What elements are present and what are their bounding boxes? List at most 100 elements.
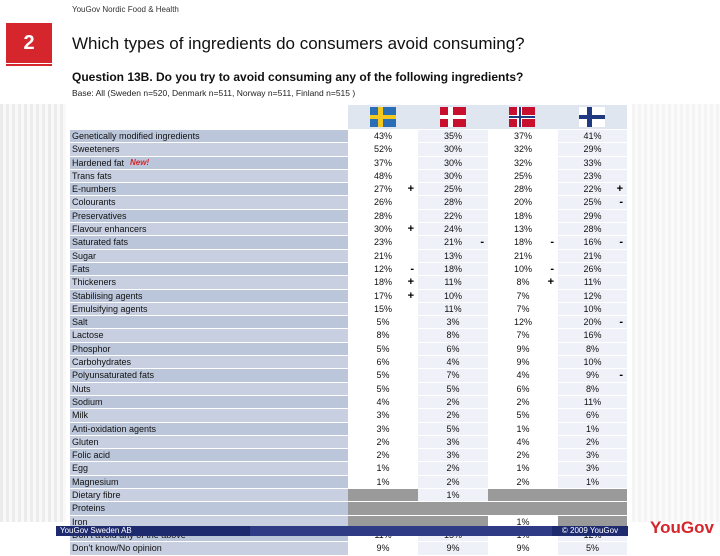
percent-value: 52%: [373, 144, 392, 155]
value-cell: 30%: [418, 156, 488, 170]
value-cell: 1%: [348, 461, 418, 476]
footer-copyright: © 2009 YouGov: [552, 526, 628, 536]
significant-lower-marker: -: [619, 236, 623, 249]
percent-value: 21%: [443, 237, 462, 248]
value-cell: 2%: [418, 395, 488, 410]
value-cell: 5%: [348, 342, 418, 357]
row-label: Colourants: [70, 195, 348, 210]
table-row: Milk 3% 2% 5% 6%: [70, 408, 627, 423]
row-label: Sodium: [70, 395, 348, 410]
percent-value: 4%: [376, 396, 390, 407]
value-cell: 21%: [558, 249, 627, 263]
percent-value: 43%: [373, 131, 392, 141]
value-cell: 30%: [418, 169, 488, 184]
page-title: Which types of ingredients do consumers …: [72, 34, 525, 53]
table-row: Anti-oxidation agents 3% 5% 1% 1%: [70, 422, 627, 436]
slide-number-rule: [6, 64, 52, 66]
row-label: Phosphor: [70, 342, 348, 357]
ingredient-name: Colourants: [72, 197, 116, 208]
value-cell: 28%: [418, 195, 488, 210]
value-cell: 9% -: [558, 368, 627, 383]
value-cell: 22%: [418, 209, 488, 224]
value-cell: 9%: [418, 541, 488, 556]
percent-value: 3%: [446, 436, 460, 447]
percent-value: 3%: [585, 450, 599, 461]
value-cell: 48%: [348, 169, 418, 184]
value-cell: 18% +: [348, 275, 418, 290]
value-cell: 29%: [558, 142, 627, 157]
crowd-illustration-right: [632, 104, 720, 522]
value-cell: 3%: [418, 315, 488, 330]
table-row: Emulsifying agents 15% 11% 7% 10%: [70, 302, 627, 317]
question-text: Question 13B. Do you try to avoid consum…: [72, 70, 524, 84]
percent-value: 18%: [373, 277, 392, 288]
value-cell: 23%: [558, 169, 627, 184]
value-cell: 18%: [488, 209, 558, 224]
ingredient-name: Sweeteners: [72, 144, 120, 155]
percent-value: 16%: [583, 330, 602, 341]
value-cell: 21%: [488, 249, 558, 263]
value-cell: 52%: [348, 142, 418, 157]
row-label: Hardened fat New!: [70, 156, 348, 170]
percent-value: 20%: [583, 317, 602, 328]
row-label: Genetically modified ingredients: [70, 130, 348, 144]
percent-value: 41%: [583, 131, 602, 141]
percent-value: 48%: [373, 170, 392, 181]
value-cell: 2%: [558, 435, 627, 450]
ingredient-name: Don't know/No opinion: [72, 543, 162, 554]
percent-value: 9%: [516, 343, 530, 354]
ingredient-name: E-numbers: [72, 184, 117, 195]
ingredient-name: Phosphor: [72, 343, 111, 354]
percent-value: 5%: [516, 410, 530, 421]
value-cell: 25%: [418, 182, 488, 197]
ingredient-name: Polyunsaturated fats: [72, 370, 155, 381]
ingredient-name: Sugar: [72, 250, 97, 261]
value-cell: 8%: [558, 342, 627, 357]
denmark-flag: [439, 107, 466, 127]
value-cell: 1%: [488, 461, 558, 476]
percent-value: 25%: [583, 197, 602, 208]
percent-value: 5%: [585, 543, 599, 554]
value-cell: 1%: [348, 475, 418, 490]
table-row: Iron 1%: [70, 515, 627, 529]
percent-value: 8%: [516, 277, 530, 288]
crowd-illustration-left: [0, 104, 66, 522]
percent-value: 32%: [513, 144, 532, 155]
value-cell: 15%: [348, 302, 418, 317]
table-row: Flavour enhancers 30% +24% 13% 28%: [70, 222, 627, 237]
percent-value: 25%: [513, 170, 532, 181]
finland-flag: [579, 107, 606, 127]
value-cell: 41%: [558, 130, 627, 144]
value-cell: 28%: [488, 182, 558, 197]
value-cell: 32%: [488, 156, 558, 170]
row-label: Lactose: [70, 328, 348, 343]
value-cell: 25%: [488, 169, 558, 184]
percent-value: 6%: [516, 383, 530, 394]
table-row: Don't know/No opinion 9% 9% 9% 5%: [70, 541, 627, 556]
table-row: Egg 1% 2% 1% 3%: [70, 461, 627, 476]
percent-value: 2%: [516, 476, 530, 487]
row-label: Emulsifying agents: [70, 302, 348, 317]
percent-value: 8%: [446, 330, 460, 341]
percent-value: 21%: [513, 250, 532, 261]
row-label: Carbohydrates: [70, 355, 348, 370]
value-cell: 16% -: [558, 235, 627, 250]
percent-value: 10%: [583, 303, 602, 314]
value-cell: 33%: [558, 156, 627, 170]
percent-value: 37%: [513, 131, 532, 141]
value-cell: [558, 501, 627, 516]
value-cell: 23%: [348, 235, 418, 250]
value-cell: 26%: [348, 195, 418, 210]
percent-value: 33%: [583, 157, 602, 168]
value-cell: 7%: [418, 368, 488, 383]
percent-value: 11%: [444, 277, 462, 288]
percent-value: 4%: [516, 370, 530, 381]
percent-value: 4%: [446, 357, 460, 368]
percent-value: 6%: [446, 343, 460, 354]
value-cell: 3%: [418, 435, 488, 450]
table-row: Genetically modified ingredients 43% 35% 37…: [70, 130, 627, 144]
percent-value: 5%: [376, 317, 390, 328]
percent-value: 23%: [583, 170, 602, 181]
percent-value: 10%: [583, 357, 602, 368]
value-cell: 21%: [348, 249, 418, 263]
